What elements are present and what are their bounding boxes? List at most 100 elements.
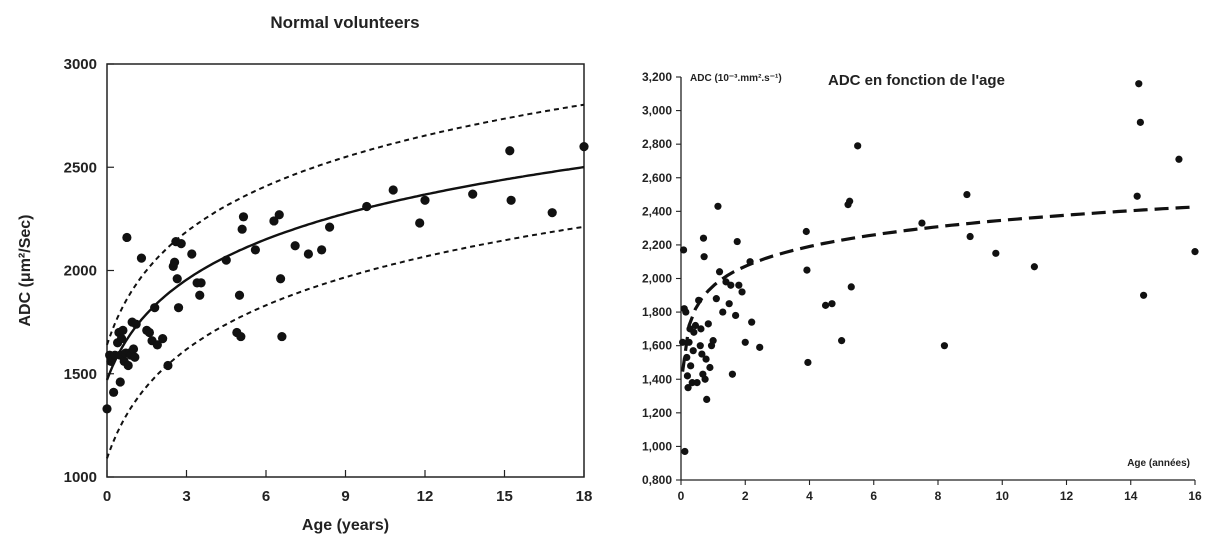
- normal-volunteers-chart: Normal volunteers 0 3 6 9 12 15 18 1000 1500 2000 2…: [17, 13, 593, 534]
- data-point: [303, 249, 313, 259]
- data-point: [697, 325, 705, 333]
- y-tick-label: 1,400: [642, 372, 672, 386]
- data-point: [714, 202, 722, 210]
- data-point: [236, 331, 246, 342]
- chart-title: ADC en fonction de l'age: [828, 72, 1005, 89]
- y-tick-label: 2500: [64, 159, 97, 176]
- y-tick-label: 3000: [64, 56, 97, 73]
- y-axis-label: ADC (μm²/Sec): [17, 214, 34, 326]
- lower-bound-curve: [106, 225, 585, 459]
- data-point: [415, 218, 425, 228]
- data-point: [683, 353, 691, 362]
- data-point: [275, 274, 286, 284]
- data-point: [420, 195, 430, 205]
- chart-title: Normal volunteers: [270, 13, 419, 32]
- data-point: [725, 300, 733, 308]
- y-tick-label: 2000: [64, 263, 97, 280]
- data-point: [992, 249, 1000, 257]
- x-axis-label: Age (années): [1127, 458, 1190, 469]
- data-point: [702, 355, 710, 363]
- trend-line: [681, 205, 1196, 372]
- x-tick-label: 18: [576, 488, 593, 505]
- y-tick-label: 1,800: [642, 305, 672, 319]
- data-point: [689, 347, 697, 355]
- data-point: [679, 338, 687, 346]
- data-point: [290, 241, 300, 251]
- data-point: [122, 232, 132, 243]
- data-point: [709, 337, 717, 345]
- data-point: [238, 212, 249, 222]
- data-point: [221, 255, 231, 265]
- data-point: [173, 303, 184, 313]
- data-point: [317, 245, 327, 255]
- data-point: [325, 222, 335, 232]
- data-point: [683, 372, 692, 380]
- data-point: [131, 319, 141, 329]
- data-point: [468, 189, 478, 199]
- data-point: [727, 281, 735, 289]
- data-point: [362, 201, 372, 212]
- data-point: [854, 142, 862, 150]
- data-point: [679, 246, 688, 254]
- x-tick-label: 0: [678, 489, 685, 503]
- data-point: [706, 363, 714, 372]
- x-axis-label: Age (years): [302, 517, 389, 534]
- data-point: [966, 232, 974, 241]
- data-point: [506, 195, 516, 205]
- data-point: [847, 283, 855, 291]
- data-point: [172, 274, 182, 284]
- data-point: [684, 384, 692, 392]
- y-tick-label: 2,800: [642, 137, 672, 151]
- data-point: [1030, 263, 1038, 271]
- data-point: [1135, 80, 1143, 88]
- data-point: [1136, 118, 1144, 126]
- data-point: [1140, 291, 1148, 299]
- data-point: [693, 379, 701, 387]
- data-point: [1175, 155, 1183, 163]
- data-point: [150, 303, 160, 313]
- data-point: [719, 308, 727, 316]
- plot-frame: [106, 63, 585, 478]
- data-point: [733, 237, 741, 246]
- y-tick-label: 2,600: [642, 171, 672, 185]
- data-point: [701, 375, 709, 383]
- data-point: [704, 320, 712, 328]
- data-point: [123, 360, 133, 371]
- data-point: [130, 352, 140, 362]
- data-point: [274, 210, 284, 220]
- data-point: [237, 224, 247, 234]
- x-tick-label: 9: [341, 488, 349, 505]
- data-point: [118, 325, 128, 335]
- data-point: [828, 300, 836, 308]
- data-point: [169, 257, 180, 267]
- y-tick-label: 2,400: [642, 204, 672, 218]
- data-point: [748, 318, 756, 326]
- x-tick-label: 3: [182, 488, 190, 505]
- data-point: [940, 342, 949, 350]
- data-point: [846, 197, 854, 205]
- x-tick-label: 12: [417, 488, 434, 505]
- data-point: [109, 387, 119, 397]
- x-tick-label: 6: [870, 489, 877, 503]
- data-point: [699, 234, 708, 242]
- x-tick-label: 12: [1060, 489, 1074, 503]
- data-point: [738, 288, 746, 296]
- x-tick-label: 15: [496, 488, 513, 505]
- data-point: [176, 239, 186, 249]
- data-point: [741, 338, 749, 346]
- y-axis-label: ADC (10⁻³.mm².s⁻¹): [690, 73, 782, 84]
- x-tick-label: 10: [996, 489, 1010, 503]
- x-tick-label: 4: [806, 489, 813, 503]
- data-point: [728, 370, 736, 378]
- y-tick-label: 1,600: [642, 339, 672, 353]
- data-point: [918, 219, 926, 227]
- data-point: [685, 338, 693, 346]
- data-point: [505, 146, 515, 156]
- data-point: [802, 227, 810, 236]
- data-point: [691, 321, 700, 330]
- data-point: [681, 447, 689, 456]
- data-point: [703, 395, 711, 403]
- data-point: [163, 360, 173, 371]
- data-point: [158, 334, 168, 344]
- data-point: [115, 377, 125, 387]
